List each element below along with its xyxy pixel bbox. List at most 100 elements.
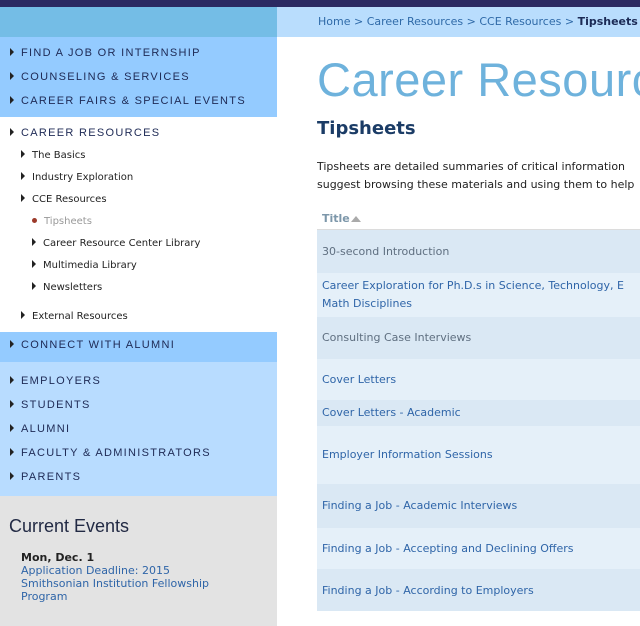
main-content: Career Resources Tipsheets Tipsheets are…: [317, 37, 640, 611]
table-row[interactable]: Consulting Case Interviews: [317, 317, 640, 359]
nav-label: ALUMNI: [21, 423, 71, 435]
table-row[interactable]: Employer Information Sessions: [317, 426, 640, 484]
nav-label: EMPLOYERS: [21, 375, 102, 387]
connect-nav: CONNECT WITH ALUMNI: [0, 332, 277, 362]
breadcrumb-home[interactable]: Home: [318, 15, 351, 28]
nav-employers[interactable]: EMPLOYERS: [0, 369, 277, 393]
triangle-right-icon: [21, 194, 25, 202]
table-row[interactable]: 30-second Introduction: [317, 230, 640, 273]
nav-label: CAREER FAIRS & SPECIAL EVENTS: [21, 95, 246, 107]
sidebar: FIND A JOB OR INTERNSHIP COUNSELING & SE…: [0, 7, 277, 626]
nav-connect-alumni[interactable]: CONNECT WITH ALUMNI: [0, 333, 277, 357]
main-nav: FIND A JOB OR INTERNSHIP COUNSELING & SE…: [0, 37, 277, 117]
nav-industry-exploration[interactable]: Industry Exploration: [0, 167, 277, 189]
current-events: Current Events Mon, Dec. 1 Application D…: [0, 496, 277, 626]
nav-tipsheets[interactable]: Tipsheets: [0, 211, 277, 233]
career-resources-nav: CAREER RESOURCES The Basics Industry Exp…: [0, 117, 277, 332]
events-title: Current Events: [9, 516, 130, 536]
nav-find-job[interactable]: FIND A JOB OR INTERNSHIP: [0, 41, 277, 65]
breadcrumb-career-resources[interactable]: Career Resources: [366, 15, 464, 28]
header-label: Title: [322, 212, 350, 225]
event-date: Mon, Dec. 1: [21, 551, 95, 564]
row-title: Finding a Job - Accepting and Declining …: [322, 541, 574, 555]
table-row[interactable]: Career Exploration for Ph.D.s in Science…: [317, 273, 640, 317]
triangle-right-icon: [32, 282, 36, 290]
triangle-right-icon: [10, 340, 14, 348]
triangle-right-icon: [10, 448, 14, 456]
section-title: Career Resources: [317, 53, 640, 106]
nav-label: CAREER RESOURCES: [21, 127, 161, 139]
description: Tipsheets are detailed summaries of crit…: [317, 158, 640, 194]
breadcrumb-separator: >: [353, 15, 364, 28]
nav-parents[interactable]: PARENTS: [0, 465, 277, 489]
column-header-title[interactable]: Title: [317, 208, 640, 230]
nav-label: FIND A JOB OR INTERNSHIP: [21, 47, 201, 59]
row-title: Cover Letters: [322, 372, 397, 386]
nav-label: CCE Resources: [32, 194, 107, 205]
nav-label: FACULTY & ADMINISTRATORS: [21, 447, 211, 459]
triangle-right-icon: [21, 150, 25, 158]
nav-label: Industry Exploration: [32, 172, 134, 183]
tipsheet-table: 30-second Introduction Career Exploratio…: [317, 230, 640, 611]
nav-alumni[interactable]: ALUMNI: [0, 417, 277, 441]
event-link[interactable]: Application Deadline: 2015 Smithsonian I…: [21, 564, 209, 603]
table-row[interactable]: Finding a Job - According to Employers: [317, 569, 640, 611]
nav-newsletters[interactable]: Newsletters: [0, 277, 277, 299]
triangle-right-icon: [10, 72, 14, 80]
row-title: Employer Information Sessions: [322, 448, 493, 461]
nav-multimedia-library[interactable]: Multimedia Library: [0, 255, 277, 277]
row-title: Career Exploration for Ph.D.s in Science…: [322, 279, 624, 292]
breadcrumb-separator: >: [564, 15, 575, 28]
top-bar: [0, 0, 640, 7]
triangle-right-icon: [21, 311, 25, 319]
nav-label: PARENTS: [21, 471, 82, 483]
triangle-right-icon: [32, 238, 36, 246]
page-title: Tipsheets: [317, 118, 416, 139]
breadcrumb-cce-resources[interactable]: CCE Resources: [479, 15, 562, 28]
row-title: Consulting Case Interviews: [322, 331, 472, 344]
nav-crc-library[interactable]: Career Resource Center Library: [0, 233, 277, 255]
nav-label: STUDENTS: [21, 399, 91, 411]
nav-students[interactable]: STUDENTS: [0, 393, 277, 417]
triangle-right-icon: [32, 260, 36, 268]
table-row[interactable]: Cover Letters: [317, 359, 640, 400]
breadcrumb-separator: >: [466, 15, 476, 28]
description-line: Tipsheets are detailed summaries of crit…: [317, 160, 626, 173]
nav-counseling[interactable]: COUNSELING & SERVICES: [0, 65, 277, 89]
row-title: Finding a Job - According to Employers: [322, 583, 534, 597]
triangle-right-icon: [10, 472, 14, 480]
nav-label: Newsletters: [43, 282, 103, 293]
nav-label: External Resources: [32, 311, 128, 322]
audience-nav: EMPLOYERS STUDENTS ALUMNI FACULTY & ADMI…: [0, 362, 277, 496]
nav-faculty[interactable]: FACULTY & ADMINISTRATORS: [0, 441, 277, 465]
nav-label: Tipsheets: [44, 216, 92, 227]
triangle-right-icon: [10, 48, 14, 56]
breadcrumb-current: Tipsheets: [577, 15, 638, 28]
nav-label: The Basics: [32, 150, 86, 161]
bullet-icon: [32, 218, 37, 223]
nav-career-fairs[interactable]: CAREER FAIRS & SPECIAL EVENTS: [0, 89, 277, 113]
table-row[interactable]: Finding a Job - Academic Interviews: [317, 484, 640, 528]
sidebar-header: [0, 7, 277, 37]
description-line: suggest browsing these materials and usi…: [317, 178, 635, 191]
sort-ascending-icon: [350, 216, 361, 222]
triangle-right-icon: [10, 376, 14, 384]
triangle-right-icon: [10, 400, 14, 408]
nav-career-resources[interactable]: CAREER RESOURCES: [0, 121, 277, 145]
triangle-right-icon: [10, 96, 14, 104]
row-title-continued: Math Disciplines: [322, 297, 412, 310]
nav-the-basics[interactable]: The Basics: [0, 145, 277, 167]
nav-cce-resources[interactable]: CCE Resources: [0, 189, 277, 211]
table-row[interactable]: Finding a Job - Accepting and Declining …: [317, 528, 640, 569]
breadcrumb: Home > Career Resources > CCE Resources …: [277, 7, 640, 37]
row-title: Finding a Job - Academic Interviews: [322, 499, 518, 512]
triangle-right-icon: [10, 424, 14, 432]
row-title: 30-second Introduction: [322, 244, 450, 258]
triangle-right-icon: [10, 128, 14, 136]
nav-label: CONNECT WITH ALUMNI: [21, 339, 176, 351]
nav-label: COUNSELING & SERVICES: [21, 71, 190, 83]
triangle-right-icon: [21, 172, 25, 180]
nav-external-resources[interactable]: External Resources: [0, 306, 277, 328]
table-row[interactable]: Cover Letters - Academic: [317, 400, 640, 426]
row-title: Cover Letters - Academic: [322, 406, 461, 419]
